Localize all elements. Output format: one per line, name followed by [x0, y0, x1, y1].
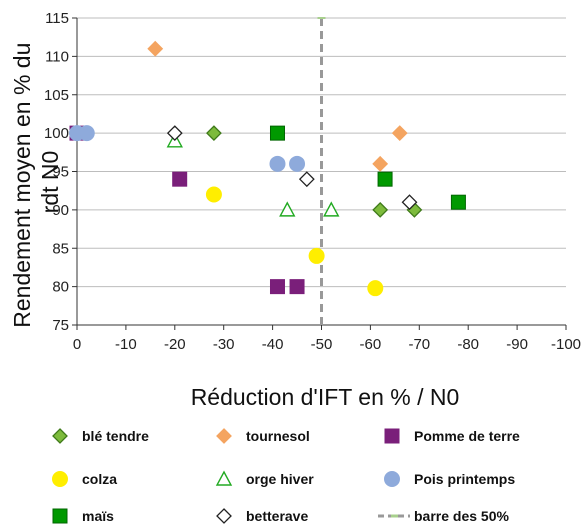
y-tick-label: 115 — [45, 10, 69, 27]
series-orge-hiver — [166, 132, 340, 217]
point-betterave — [298, 171, 315, 188]
series-tournesol — [147, 40, 408, 172]
legend-marker-mais — [52, 508, 68, 524]
legend-label-mais: maïs — [82, 508, 114, 524]
x-tick-label: -70 — [408, 336, 430, 353]
y-axis-title-line-1: Rendement moyen en % du — [9, 43, 35, 328]
legend-label-pomme-de-terre: Pomme de terre — [414, 428, 520, 444]
legend-item-reference-line: barre des 50% — [378, 508, 509, 524]
series-ble-tendre — [206, 125, 423, 218]
series-betterave — [166, 125, 418, 211]
series-pois-printemps — [69, 125, 306, 172]
series-mais — [269, 125, 466, 210]
y-tick-label: 75 — [52, 317, 69, 334]
x-tick-label: -50 — [311, 336, 333, 353]
axes — [72, 17, 567, 330]
legend-marker-betterave — [216, 508, 232, 524]
point-pois-printemps — [78, 125, 95, 142]
y-tick-labels: 75 80 85 90 95 100 105 110 115 — [44, 10, 69, 334]
point-colza — [367, 280, 384, 297]
legend-label-orge-hiver: orge hiver — [246, 471, 314, 487]
y-axis-title-line-2: rdt N0 — [37, 151, 63, 214]
x-tick-label: -60 — [360, 336, 382, 353]
data-points — [69, 40, 466, 297]
point-ble-tendre — [372, 201, 389, 218]
legend-item-ble-tendre: blé tendre — [52, 428, 149, 444]
x-tick-label: -20 — [164, 336, 186, 353]
y-tick-label: 85 — [52, 240, 69, 257]
y-axis-title: Rendement moyen en % du rdt N0 — [9, 36, 63, 328]
legend-item-mais: maïs — [52, 508, 114, 524]
y-tick-label: 80 — [52, 279, 69, 296]
y-tick-label: 95 — [52, 164, 69, 181]
point-mais — [450, 194, 466, 210]
legend-label-betterave: betterave — [246, 508, 308, 524]
legend-label-colza: colza — [82, 471, 117, 487]
legend-label-pois-printemps: Pois printemps — [414, 471, 515, 487]
point-tournesol — [391, 125, 408, 142]
y-tick-label: 105 — [44, 87, 69, 104]
x-tick-label: -40 — [262, 336, 284, 353]
point-colza — [308, 247, 325, 264]
point-tournesol — [147, 40, 164, 57]
point-tournesol — [372, 155, 389, 172]
point-ble-tendre — [206, 125, 222, 142]
point-orge-hiver — [279, 201, 296, 217]
point-pomme-de-terre — [269, 279, 285, 295]
legend: blé tendre tournesol Pomme de terre colza or… — [52, 428, 520, 524]
legend-label-tournesol: tournesol — [246, 428, 310, 444]
point-mais — [269, 125, 285, 141]
y-tick-label: 90 — [52, 202, 69, 219]
y-tick-label: 100 — [44, 125, 69, 142]
point-betterave — [401, 194, 418, 211]
legend-marker-ble-tendre — [52, 428, 68, 444]
legend-item-pomme-de-terre: Pomme de terre — [384, 428, 520, 444]
point-pois-printemps — [289, 155, 306, 172]
x-tick-label: -10 — [115, 336, 137, 353]
legend-marker-colza — [52, 471, 68, 487]
reference-line — [317, 17, 326, 327]
legend-item-pois-printemps: Pois printemps — [384, 471, 515, 487]
point-pois-printemps — [269, 155, 286, 172]
x-axis-title: Réduction d'IFT en % / N0 — [191, 384, 460, 410]
legend-label-ble-tendre: blé tendre — [82, 428, 149, 444]
x-tick-labels: 0 -10 -20 -30 -40 -50 -60 -70 -80 -90 -100 — [73, 336, 581, 353]
x-tick-label: 0 — [73, 336, 81, 353]
legend-marker-orge-hiver — [215, 470, 233, 486]
x-tick-label: -80 — [457, 336, 479, 353]
point-pomme-de-terre — [289, 279, 305, 295]
legend-marker-pomme-de-terre — [384, 428, 400, 444]
series-colza — [205, 186, 384, 297]
point-betterave — [166, 125, 183, 142]
legend-item-orge-hiver: orge hiver — [215, 470, 314, 487]
x-tick-label: -90 — [506, 336, 528, 353]
point-pomme-de-terre — [172, 171, 188, 187]
point-colza — [205, 186, 222, 203]
legend-label-reference-line: barre des 50% — [414, 508, 509, 524]
legend-item-colza: colza — [52, 471, 117, 487]
legend-marker-pois-printemps — [384, 471, 400, 487]
x-tick-label: -30 — [213, 336, 235, 353]
legend-item-betterave: betterave — [216, 508, 308, 524]
y-tick-label: 110 — [45, 48, 69, 65]
point-orge-hiver — [323, 201, 340, 217]
x-tick-label: -100 — [551, 336, 581, 353]
legend-marker-tournesol — [216, 428, 232, 444]
legend-item-tournesol: tournesol — [216, 428, 310, 444]
point-mais — [377, 171, 393, 187]
